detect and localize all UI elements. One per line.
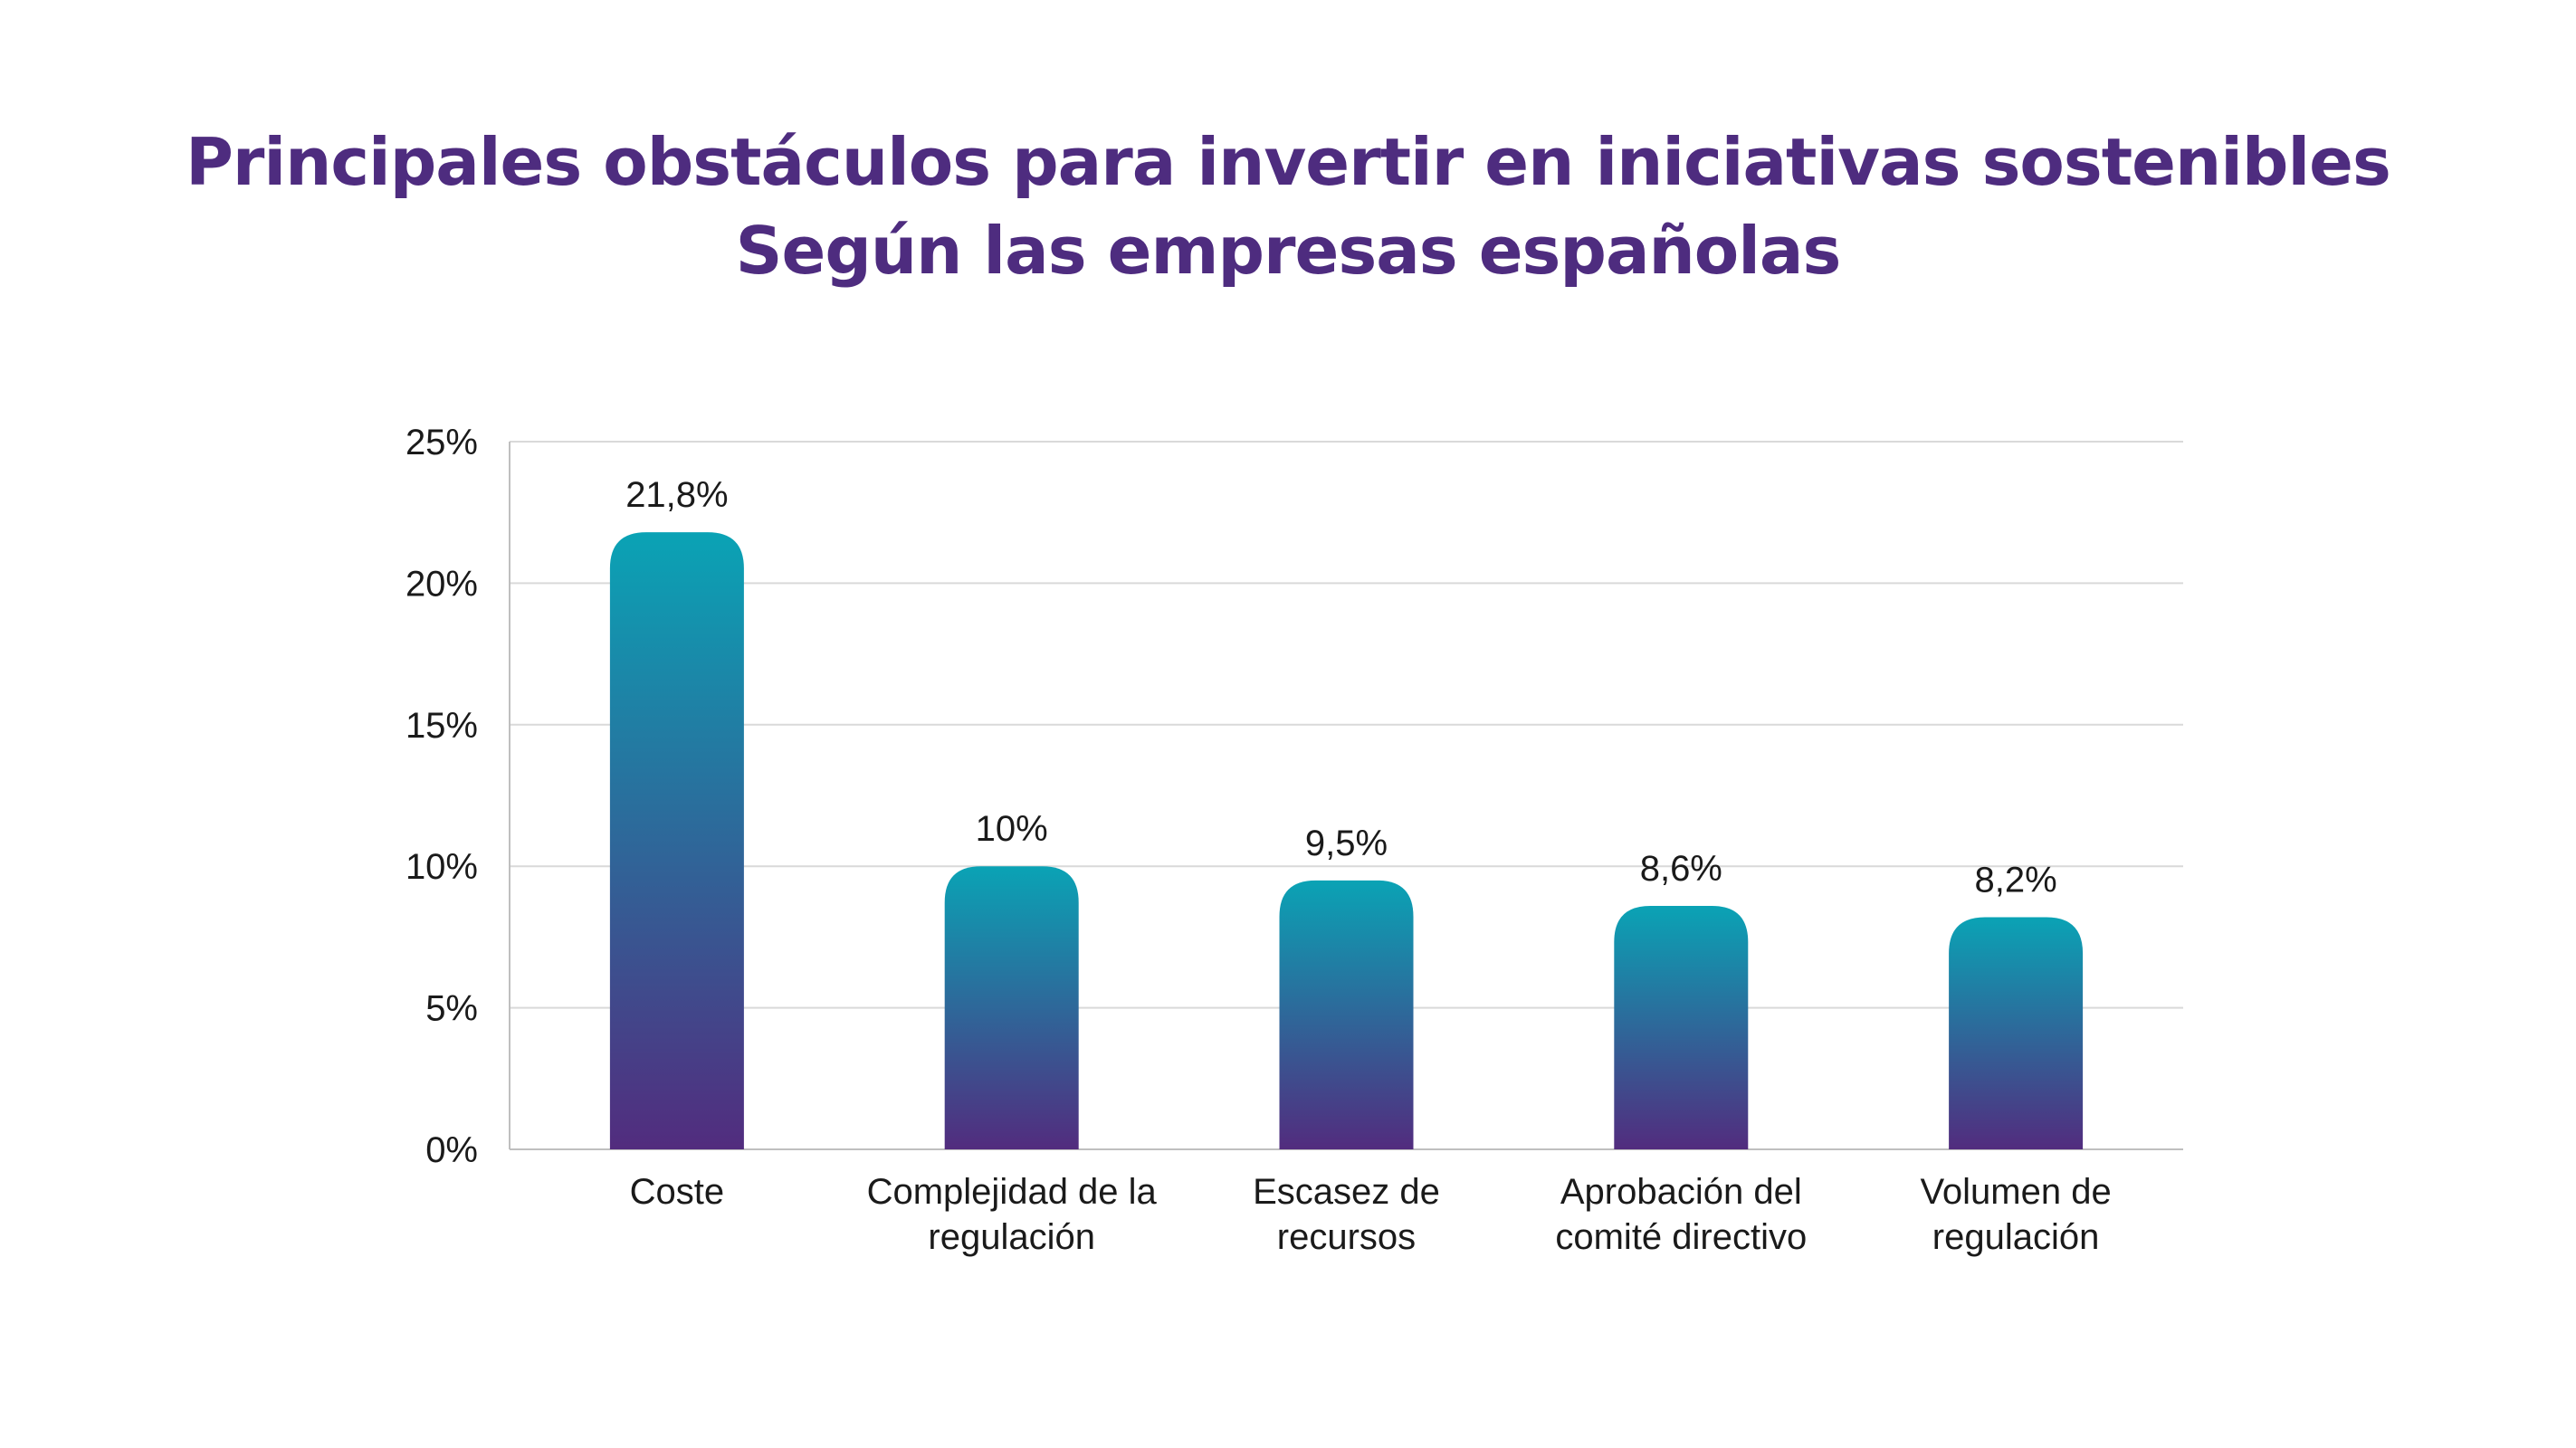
y-axis-ticks: 0% 5% 10% 15% 20% 25%	[405, 423, 478, 1170]
x-tick-label: Coste	[630, 1172, 725, 1212]
y-tick-label: 0%	[425, 1130, 478, 1170]
y-tick-label: 5%	[425, 989, 478, 1029]
x-tick-label: recursos	[1277, 1217, 1416, 1257]
y-tick-label: 10%	[405, 847, 478, 887]
bar	[1279, 880, 1414, 1149]
bar	[609, 532, 744, 1149]
data-label: 8,2%	[1975, 861, 2057, 900]
data-labels: 21,8% 10% 9,5% 8,6% 8,2%	[625, 475, 2056, 900]
chart-subtitle: Según las empresas españolas	[735, 213, 1842, 289]
chart-title: Principales obstáculos para invertir en …	[186, 124, 2391, 200]
y-tick-label: 15%	[405, 706, 478, 746]
bar	[1614, 905, 1749, 1149]
data-label: 21,8%	[625, 475, 728, 515]
bar	[944, 866, 1079, 1149]
x-tick-label: regulación	[1932, 1217, 2100, 1257]
bars	[609, 532, 2084, 1149]
x-tick-label: Escasez de	[1253, 1172, 1440, 1212]
data-label: 10%	[976, 809, 1048, 849]
x-tick-label: Complejidad de la	[867, 1172, 1158, 1212]
y-tick-label: 25%	[405, 423, 478, 462]
data-label: 8,6%	[1640, 849, 1722, 889]
chart-title-block: Principales obstáculos para invertir en …	[0, 118, 2576, 295]
bar	[1949, 917, 2084, 1149]
x-tick-label: comité directivo	[1555, 1217, 1807, 1257]
data-label: 9,5%	[1305, 824, 1388, 863]
y-tick-label: 20%	[405, 564, 478, 604]
x-tick-label: Volumen de	[1920, 1172, 2111, 1212]
x-tick-label: regulación	[928, 1217, 1095, 1257]
x-axis-ticks: Coste Complejidad de la regulación Escasez …	[630, 1172, 2112, 1257]
x-tick-label: Aprobación del	[1560, 1172, 1802, 1212]
